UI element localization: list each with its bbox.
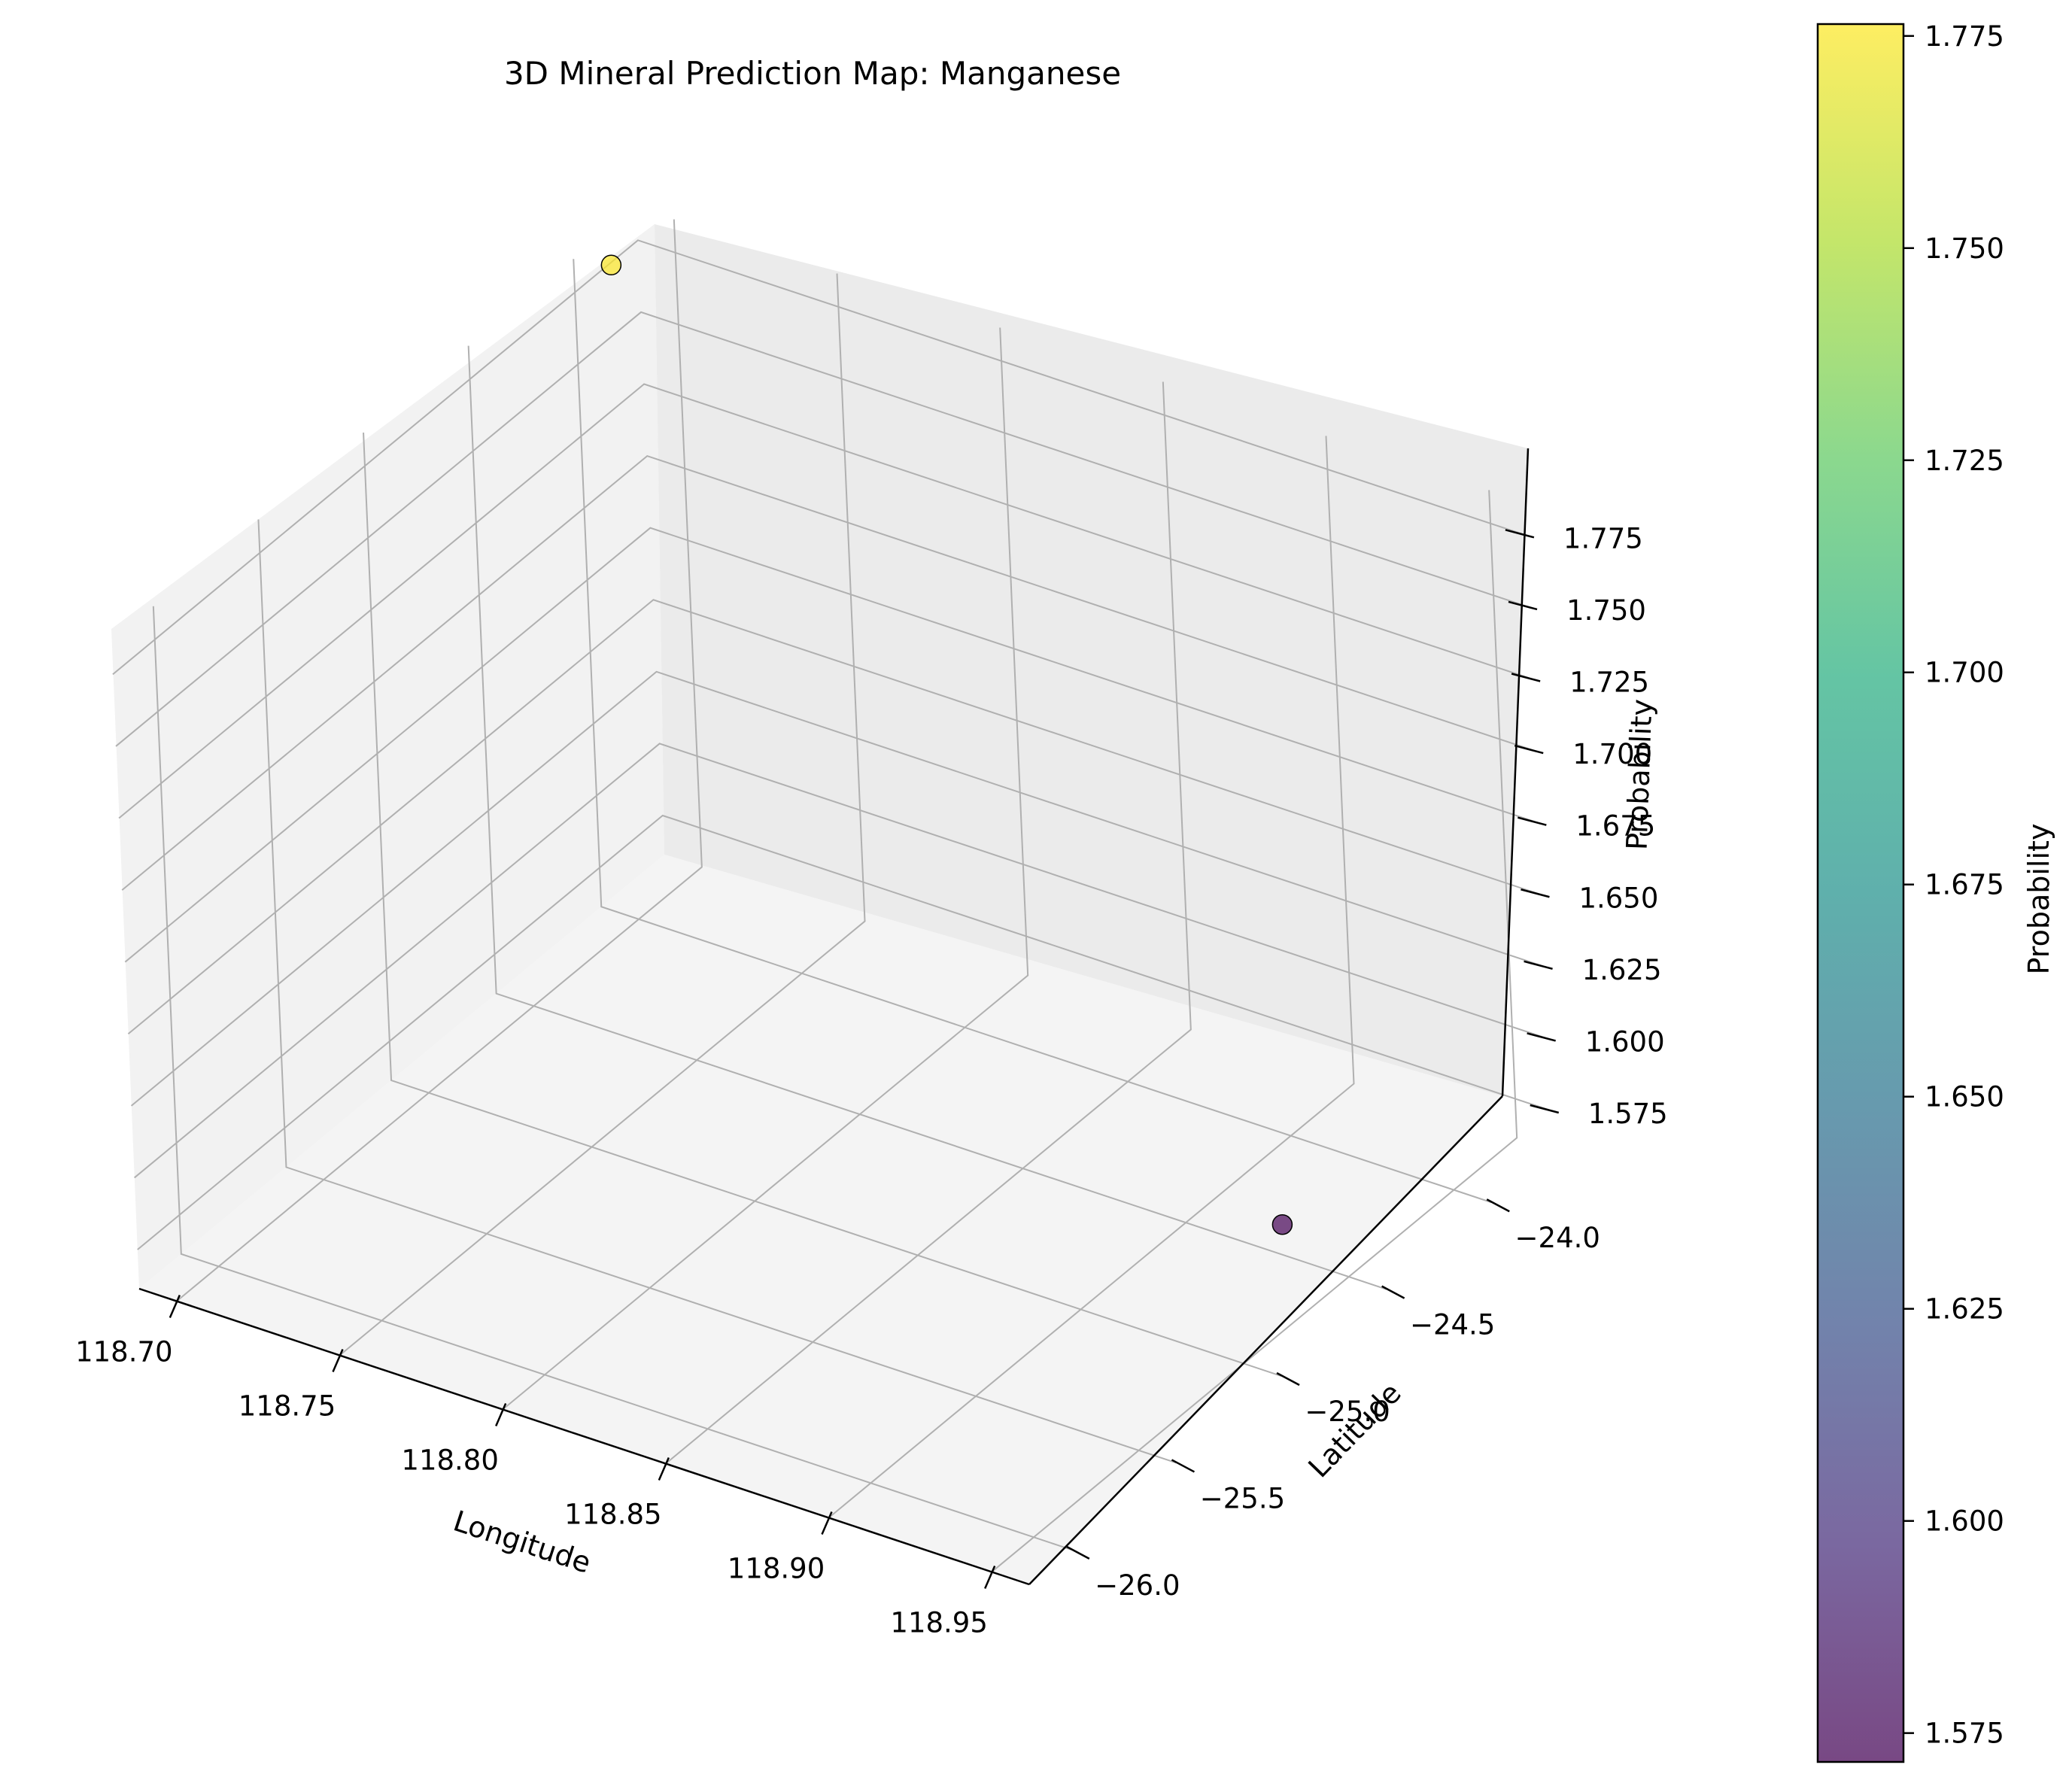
back-pane: [655, 224, 1528, 1096]
grid-line-x: [502, 327, 1029, 1411]
x-tick-label: 118.95: [890, 1606, 987, 1639]
y-tick-mark: [1276, 1371, 1300, 1387]
z-axis-label: Probability: [1621, 698, 1659, 850]
z-tick-label: 1.775: [1563, 522, 1643, 554]
colorbar-tick-label: 1.750: [1925, 232, 2004, 265]
grid-line-z: [130, 670, 1547, 1107]
data-point: [600, 254, 622, 276]
y-axis-line: [1028, 1095, 1503, 1585]
z-tick-mark: [1511, 673, 1541, 682]
colorbar-tick-label: 1.700: [1925, 657, 2004, 689]
y-tick-label: −26.0: [1095, 1569, 1180, 1602]
floor-pane: [139, 855, 1502, 1584]
axis-ticks: 118.70 118.75 118.80 118.85 118.90 118.95 −26.…: [75, 522, 1668, 1639]
x-tick-mark: [169, 1295, 181, 1319]
grid-line-y: [152, 606, 1072, 1551]
grid-line-x: [176, 219, 703, 1302]
x-tick-label: 118.80: [401, 1444, 498, 1477]
colorbar-tick-label: 1.725: [1925, 445, 2004, 477]
z-tick-mark: [1521, 888, 1550, 898]
x-tick-label: 118.70: [75, 1336, 172, 1368]
z-tick-mark: [1518, 816, 1547, 826]
z-tick-mark: [1530, 1104, 1560, 1114]
grid-line-z: [121, 454, 1538, 891]
y-tick-mark: [1066, 1545, 1090, 1560]
y-tick-label: −25.5: [1200, 1482, 1285, 1514]
data-point: [1271, 1214, 1293, 1235]
colorbar-ticks: 1.575 1.600 1.625 1.650 1.675 1.700 1.725 1.750…: [1903, 20, 2004, 1750]
y-tick-label: −24.5: [1410, 1309, 1495, 1341]
colorbar-tick-label: 1.775: [1925, 20, 2004, 53]
z-tick-label: 1.700: [1572, 738, 1652, 770]
y-tick-mark: [1171, 1459, 1196, 1473]
z-tick-label: 1.600: [1585, 1025, 1665, 1058]
x-tick-label: 118.75: [238, 1390, 336, 1423]
colorbar-label: Probability: [2022, 824, 2055, 975]
colorbar-tick-label: 1.675: [1925, 869, 2004, 901]
z-tick-mark: [1514, 744, 1544, 755]
colorbar: [1818, 24, 1903, 1762]
data-points: [600, 254, 1293, 1235]
z-tick-mark: [1505, 529, 1535, 539]
grid-line-z: [124, 527, 1541, 963]
z-tick-label: 1.575: [1588, 1098, 1668, 1130]
grid-line-y: [363, 432, 1282, 1377]
z-tick-label: 1.625: [1582, 954, 1662, 986]
x-tick-label: 118.90: [728, 1552, 825, 1584]
grid-line-y: [257, 519, 1177, 1464]
y-tick-mark: [1381, 1285, 1405, 1299]
z-tick-label: 1.725: [1569, 667, 1649, 699]
z-axis-line: [1501, 448, 1530, 1097]
x-tick-mark: [495, 1403, 507, 1427]
grid-line-y: [467, 345, 1387, 1290]
z-tick-label: 1.650: [1578, 882, 1658, 914]
grid-lines: [112, 219, 1554, 1573]
colorbar-tick-label: 1.625: [1925, 1293, 2004, 1326]
grid-line-x: [339, 273, 866, 1356]
z-tick-mark: [1527, 1032, 1556, 1042]
y-tick-label: −24.0: [1515, 1222, 1600, 1254]
grid-line-z: [127, 599, 1544, 1035]
z-tick-mark: [1508, 600, 1538, 611]
y-axis-label: Latitude: [1302, 1376, 1407, 1484]
y-tick-mark: [1486, 1198, 1510, 1213]
x-axis-line: [138, 1287, 1030, 1586]
grid-line-z: [112, 239, 1529, 676]
colorbar-frame: [1816, 23, 1905, 1763]
grid-line-z: [115, 311, 1532, 747]
grid-line-z: [137, 814, 1554, 1250]
grid-line-z: [134, 743, 1550, 1179]
grid-line-x: [991, 490, 1518, 1573]
grid-line-y: [573, 259, 1492, 1204]
z-tick-label: 1.750: [1566, 594, 1646, 627]
x-tick-mark: [658, 1456, 670, 1481]
x-tick-mark: [821, 1511, 833, 1535]
colorbar-tick-label: 1.650: [1925, 1081, 2004, 1113]
colorbar-tick-label: 1.600: [1925, 1505, 2004, 1538]
x-tick-mark: [332, 1349, 344, 1373]
y-tick-label: −25.0: [1305, 1396, 1390, 1428]
grid-line-x: [665, 381, 1192, 1465]
grid-line-z: [118, 383, 1535, 819]
grid-line-x: [828, 436, 1355, 1519]
chart-title: 3D Mineral Prediction Map: Manganese: [504, 55, 1121, 92]
z-tick-mark: [1524, 960, 1553, 970]
z-tick-label: 1.675: [1575, 810, 1655, 843]
colorbar-tick-label: 1.575: [1925, 1718, 2004, 1750]
x-tick-label: 118.85: [564, 1498, 661, 1530]
left-pane: [111, 224, 664, 1289]
x-tick-mark: [984, 1565, 996, 1589]
